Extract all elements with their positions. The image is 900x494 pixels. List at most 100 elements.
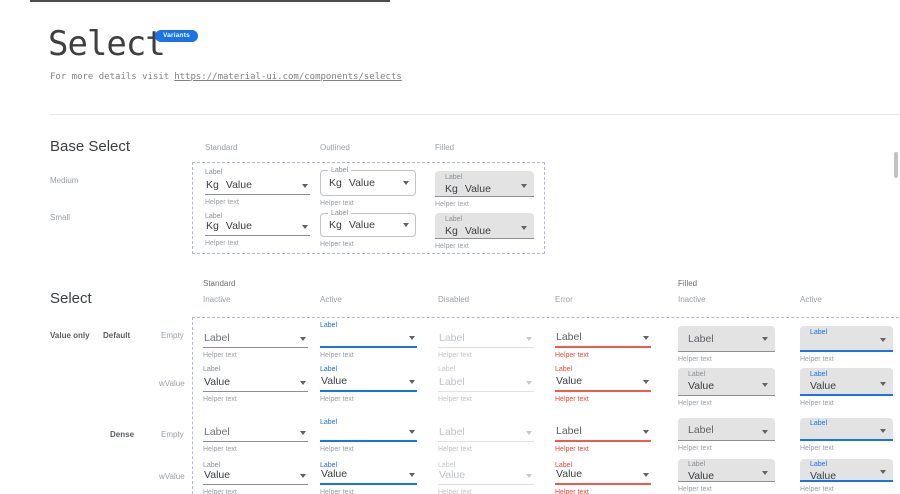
select-label: Label: [688, 461, 706, 468]
base-select-filled-medium[interactable]: Label Kg Value Helper text: [435, 171, 534, 208]
helper-text: Helper text: [203, 396, 237, 403]
select-dense-standard-active-empty[interactable]: Label Helper text: [320, 417, 417, 453]
material-ui-link[interactable]: https://material-ui.com/components/selec…: [174, 72, 402, 82]
row-header-dense: Dense: [110, 430, 135, 439]
dropdown-arrow-icon: [300, 337, 306, 341]
select-label: Label: [810, 371, 828, 378]
select-value: Value: [204, 376, 231, 388]
helper-text: Helper text: [678, 356, 712, 363]
dropdown-arrow-icon: [526, 337, 532, 341]
select-spec-outline: [192, 317, 900, 494]
helper-text: Helper text: [678, 400, 712, 407]
select-standard-error-wvalue[interactable]: Label Value Helper text: [555, 364, 651, 403]
base-select-outlined-medium[interactable]: Label Kg Value Helper text: [320, 167, 416, 207]
select-value: Value: [464, 225, 491, 237]
select-value: Label: [556, 425, 582, 437]
select-label: Label: [810, 420, 828, 427]
select-label: Label: [203, 462, 221, 469]
dropdown-arrow-icon: [880, 470, 886, 474]
helper-text: Helper text: [800, 356, 834, 363]
select-label: Label: [555, 462, 573, 469]
dropdown-arrow-icon: [521, 226, 527, 230]
helper-text: Helper text: [438, 489, 472, 494]
select-standard-inactive-wvalue[interactable]: Label Value Helper text: [203, 364, 308, 403]
dropdown-arrow-icon: [526, 474, 532, 478]
select-value: Label: [204, 332, 230, 344]
select-value: Value: [321, 468, 348, 480]
state-header-inactive: Inactive: [203, 295, 231, 304]
dropdown-arrow-icon: [302, 225, 308, 229]
select-value: Label: [439, 332, 465, 344]
base-select-standard-small[interactable]: Label Kg Value Helper text: [205, 211, 310, 247]
helper-text: Helper text: [320, 446, 354, 453]
select-label: Label: [555, 366, 573, 373]
base-select-standard-medium[interactable]: Label Kg Value Helper text: [205, 167, 310, 206]
select-label: Label: [328, 167, 352, 175]
select-value: Value: [688, 470, 715, 482]
helper-text: Helper text: [203, 446, 237, 453]
helper-text: Helper text: [435, 201, 469, 208]
select-standard-inactive-empty[interactable]: Label Helper text: [203, 320, 308, 359]
floating-label-slot: [203, 320, 308, 331]
helper-text: Helper text: [205, 240, 239, 247]
select-prefix: Kg: [206, 220, 219, 232]
dropdown-arrow-icon: [526, 431, 532, 435]
select-dense-standard-inactive-wvalue[interactable]: Label Value Helper text: [203, 460, 308, 494]
select-dense-filled-inactive-empty[interactable]: Label Helper text: [678, 418, 775, 452]
select-label: Label: [438, 462, 456, 469]
select-standard-active-wvalue[interactable]: Label Value Helper text: [320, 364, 417, 403]
dropdown-arrow-icon: [300, 474, 306, 478]
base-select-filled-small[interactable]: Label Kg Value Helper text: [435, 213, 534, 250]
helper-text: Helper text: [555, 352, 589, 359]
select-value: Value: [464, 183, 491, 195]
select-value: Label: [688, 332, 714, 345]
helper-text: Helper text: [203, 352, 237, 359]
select-filled-inactive-wvalue[interactable]: Label Value Helper text: [678, 368, 775, 407]
helper-text: Helper text: [438, 446, 472, 453]
select-filled-active-wvalue[interactable]: Label Value Helper text: [800, 368, 893, 407]
row-header-empty-dense: Empty: [161, 430, 184, 439]
select-label: Label: [203, 366, 221, 373]
row-header-small: Small: [50, 213, 71, 222]
helper-text: Helper text: [800, 445, 834, 452]
select-dense-standard-error-empty[interactable]: Label Helper text: [555, 417, 651, 453]
row-header-default: Default: [103, 331, 131, 340]
select-standard-error-empty[interactable]: Label Helper text: [555, 320, 651, 359]
select-label: Label: [320, 366, 338, 373]
select-dense-filled-active-wvalue[interactable]: Label Value Helper text: [800, 459, 893, 493]
select-dense-standard-error-wvalue[interactable]: Label Value Helper text: [555, 460, 651, 494]
base-select-outlined-small[interactable]: Label Kg Value Helper text: [320, 210, 416, 248]
select-standard-active-empty[interactable]: Label Helper text: [320, 320, 417, 359]
dropdown-arrow-icon: [762, 337, 768, 341]
select-value: Value: [225, 179, 252, 191]
select-dense-filled-active-empty[interactable]: Label Helper text: [800, 418, 893, 452]
select-dense-standard-active-wvalue[interactable]: Label Value Helper text: [320, 460, 417, 494]
select-dense-standard-disabled-empty: Label Helper text: [438, 417, 534, 453]
dropdown-arrow-icon: [880, 382, 886, 386]
select-value: Value: [810, 470, 837, 482]
select-heading: Select: [50, 290, 92, 307]
select-label: Label: [205, 213, 223, 220]
floating-label-slot: [555, 320, 651, 331]
select-prefix: Kg: [445, 225, 458, 237]
select-value: Value: [321, 375, 348, 387]
details-text: For more details visit: [50, 72, 170, 82]
helper-text: Helper text: [435, 243, 469, 250]
helper-text: Helper text: [438, 352, 472, 359]
select-standard-disabled-empty: Label Helper text: [438, 320, 534, 359]
select-filled-active-empty[interactable]: Label Helper text: [800, 326, 893, 363]
row-header-wvalue: wValue: [159, 379, 185, 388]
select-filled-inactive-empty[interactable]: Label Helper text: [678, 326, 775, 363]
dropdown-arrow-icon: [762, 471, 768, 475]
state-header-disabled: Disabled: [438, 295, 470, 304]
row-header-value-only: Value only: [50, 331, 90, 340]
select-value: Label: [204, 426, 230, 438]
dropdown-arrow-icon: [880, 429, 886, 433]
select-dense-filled-inactive-wvalue[interactable]: Label Value Helper text: [678, 459, 775, 493]
vertical-scrollbar-thumb[interactable]: [894, 152, 898, 178]
select-dense-standard-inactive-empty[interactable]: Label Helper text: [203, 417, 308, 453]
select-value: Value: [348, 177, 375, 189]
state-header-active: Active: [320, 295, 342, 304]
state-header-error: Error: [555, 295, 573, 304]
dropdown-arrow-icon: [300, 381, 306, 385]
